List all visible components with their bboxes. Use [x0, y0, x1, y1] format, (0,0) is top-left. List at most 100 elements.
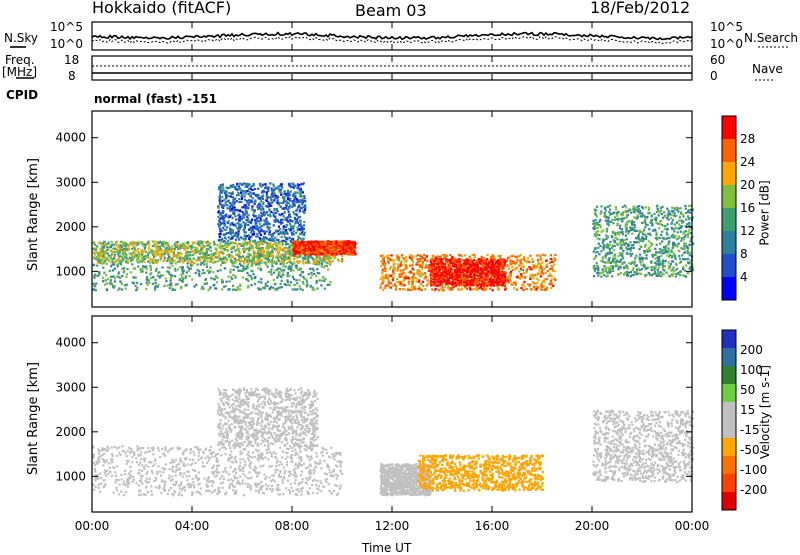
echo-cell: [479, 272, 482, 275]
echo-cell: [448, 288, 451, 291]
echo-cell: [264, 240, 268, 243]
echo-cell: [539, 255, 542, 259]
echo-cell: [229, 246, 233, 249]
echo-cell: [147, 247, 150, 250]
echo-cell: [201, 262, 204, 265]
echo-cell: [96, 245, 99, 248]
echo-cell: [129, 271, 132, 274]
echo-cell: [167, 248, 170, 251]
echo-cell: [470, 282, 473, 285]
echo-cell: [151, 258, 154, 261]
echo-cell: [434, 256, 437, 259]
echo-cell: [176, 260, 179, 263]
echo-cell: [176, 256, 179, 259]
echo-cell: [185, 258, 188, 261]
echo-cell: [111, 283, 114, 286]
echo-cell: [322, 248, 326, 251]
echo-cell: [380, 265, 383, 268]
echo-cell: [309, 248, 312, 251]
echo-cell: [540, 258, 543, 261]
echo-cell: [232, 268, 235, 271]
echo-cell: [411, 275, 414, 278]
echo-cell: [131, 281, 134, 284]
echo-cell: [464, 278, 467, 281]
echo-cell: [106, 243, 109, 246]
echo-cell: [423, 253, 426, 256]
echo-cell: [497, 255, 500, 258]
echo-cell: [657, 222, 660, 225]
echo-cell: [122, 242, 125, 245]
echo-cell: [265, 261, 268, 264]
echo-cell: [276, 248, 280, 251]
echo-cell: [476, 261, 479, 264]
echo-cell: [643, 228, 646, 231]
echo-cell: [117, 245, 120, 248]
echo-cell: [380, 272, 384, 275]
echo-cell: [252, 240, 255, 243]
echo-cell: [203, 271, 206, 274]
echo-cell: [133, 251, 136, 254]
echo-cell: [484, 268, 488, 271]
echo-cell: [177, 244, 180, 247]
echo-cell: [459, 264, 462, 267]
echo-cell: [137, 252, 140, 255]
echo-cell: [203, 252, 206, 255]
echo-cell: [612, 255, 615, 258]
echo-cell: [140, 250, 144, 254]
echo-cell: [424, 288, 427, 291]
echo-cell: [247, 261, 250, 264]
echo-cell: [312, 262, 315, 265]
echo-cell: [216, 244, 219, 247]
echo-cell: [115, 240, 118, 243]
echo-cell: [311, 246, 314, 249]
echo-cell: [528, 260, 531, 264]
echo-cell: [171, 264, 174, 267]
echo-cell: [264, 255, 267, 258]
echo-cell: [482, 264, 485, 267]
echo-cell: [644, 233, 647, 236]
echo-cell: [237, 243, 240, 246]
echo-cell: [290, 248, 294, 251]
echo-cell: [421, 272, 424, 275]
echo-cell: [473, 259, 476, 262]
echo-cell: [641, 260, 644, 263]
echo-cell: [435, 278, 438, 281]
echo-cell: [645, 267, 649, 270]
echo-cell: [333, 240, 336, 243]
echo-cell: [482, 262, 485, 265]
echo-cell: [102, 266, 105, 269]
echo-cell: [459, 284, 463, 287]
echo-cell: [596, 250, 599, 254]
echo-cell: [269, 254, 272, 258]
echo-cell: [632, 208, 635, 211]
echo-cell: [246, 261, 249, 264]
echo-cell: [312, 241, 315, 244]
echo-cell: [93, 243, 96, 246]
echo-cell: [154, 278, 157, 281]
echo-cell: [201, 250, 204, 253]
echo-cell: [672, 211, 675, 214]
echo-cell: [130, 256, 134, 259]
echo-cell: [643, 251, 646, 254]
echo-cell: [540, 288, 543, 291]
echo-cell: [115, 244, 118, 247]
echo-cell: [231, 256, 234, 259]
echo-cell: [278, 246, 282, 249]
echo-cell: [621, 233, 625, 236]
echo-cell: [275, 243, 278, 246]
echo-cell: [119, 255, 122, 258]
echo-cell: [181, 278, 185, 281]
echo-cell: [471, 263, 474, 266]
echo-cell: [249, 244, 252, 247]
echo-cell: [327, 251, 330, 254]
echo-cell: [423, 272, 427, 275]
echo-cell: [402, 272, 406, 275]
echo-cell: [638, 233, 641, 236]
echo-cell: [183, 259, 186, 262]
echo-cell: [509, 280, 512, 283]
echo-cell: [478, 274, 481, 277]
echo-cell: [654, 219, 658, 222]
echo-cell: [478, 279, 481, 282]
echo-cell: [240, 269, 243, 273]
echo-cell: [305, 285, 308, 288]
